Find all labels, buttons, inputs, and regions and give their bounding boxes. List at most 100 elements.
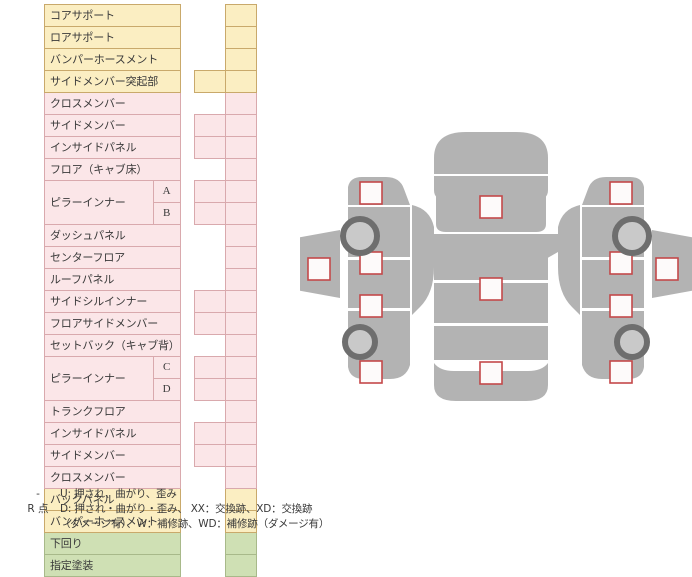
table-row: ルーフパネル xyxy=(44,268,181,291)
marker-left-4 xyxy=(359,360,383,384)
table-row: B xyxy=(45,202,181,225)
part-label: クロスメンバー xyxy=(44,92,181,115)
grid-spacer xyxy=(180,555,195,577)
damage-cell[interactable] xyxy=(225,180,257,203)
table-row: ダッシュパネル xyxy=(44,224,181,247)
damage-row xyxy=(180,136,257,159)
damage-cell[interactable] xyxy=(225,246,257,269)
damage-cell-empty xyxy=(195,93,226,115)
damage-cell[interactable] xyxy=(225,356,257,379)
damage-cell[interactable] xyxy=(194,70,226,93)
damage-cell-empty xyxy=(195,533,226,555)
part-label: クロスメンバー xyxy=(44,466,181,489)
damage-cell[interactable] xyxy=(225,224,257,247)
damage-cell[interactable] xyxy=(225,114,257,137)
damage-row xyxy=(180,378,257,401)
damage-cell[interactable] xyxy=(225,4,257,27)
part-label: ダッシュパネル xyxy=(44,224,181,247)
damage-cell[interactable] xyxy=(225,334,257,357)
damage-cell[interactable] xyxy=(194,136,226,159)
damage-cell[interactable] xyxy=(225,290,257,313)
table-row: インサイドパネル xyxy=(44,136,181,159)
grid-spacer xyxy=(180,71,195,93)
part-label: トランクフロア xyxy=(44,400,181,423)
right-side-view xyxy=(558,177,692,384)
wheel-right-front xyxy=(612,216,652,256)
damage-row xyxy=(180,180,257,203)
marker-center-1 xyxy=(479,195,503,219)
damage-cell[interactable] xyxy=(225,312,257,335)
damage-cell-empty xyxy=(195,467,226,489)
legend-value-d: D: 押され・曲がり・歪み、 XX：交換跡、XD：交換跡 xyxy=(60,503,313,515)
damage-cell[interactable] xyxy=(225,268,257,291)
part-sublabel: A xyxy=(152,180,181,203)
damage-cell[interactable] xyxy=(225,202,257,225)
damage-cell-table xyxy=(180,4,257,577)
damage-row xyxy=(180,48,257,71)
table-row: 下回り xyxy=(44,532,181,555)
part-label: ロアサポート xyxy=(44,26,181,49)
damage-row xyxy=(180,158,257,181)
damage-cell[interactable] xyxy=(194,290,226,313)
damage-cell[interactable] xyxy=(225,532,257,555)
marker-right-1 xyxy=(609,181,633,205)
grid-spacer xyxy=(180,533,195,555)
grid-spacer xyxy=(180,159,195,181)
damage-cell[interactable] xyxy=(194,444,226,467)
part-label: サイドメンバー xyxy=(44,444,181,467)
table-row: バンパーホースメント xyxy=(44,48,181,71)
grid-spacer xyxy=(180,115,195,137)
wheel-right-rear xyxy=(614,324,650,360)
damage-cell[interactable] xyxy=(225,422,257,445)
damage-cell[interactable] xyxy=(194,114,226,137)
grid-spacer xyxy=(180,291,195,313)
part-label: コアサポート xyxy=(44,4,181,27)
grid-spacer xyxy=(180,379,195,401)
damage-cell[interactable] xyxy=(225,92,257,115)
damage-cell[interactable] xyxy=(194,180,226,203)
damage-cell[interactable] xyxy=(194,356,226,379)
damage-row xyxy=(180,444,257,467)
damage-cell[interactable] xyxy=(225,554,257,577)
damage-cell[interactable] xyxy=(225,466,257,489)
damage-cell[interactable] xyxy=(225,400,257,423)
damage-cell[interactable] xyxy=(225,444,257,467)
table-row: サイドメンバー xyxy=(44,444,181,467)
marker-center-3 xyxy=(479,361,503,385)
table-row: インサイドパネル xyxy=(44,422,181,445)
legend-value-d-continued: （ダメージ有）、W：補修跡、WD：補修跡（ダメージ有） xyxy=(60,518,330,530)
damage-cell[interactable] xyxy=(194,378,226,401)
damage-cell[interactable] xyxy=(225,510,257,533)
damage-cell[interactable] xyxy=(225,70,257,93)
grid-spacer xyxy=(180,181,195,203)
left-side-view xyxy=(300,177,434,384)
damage-cell[interactable] xyxy=(225,158,257,181)
legend-key-dash: - xyxy=(36,488,40,500)
damage-cell[interactable] xyxy=(225,378,257,401)
part-label: センターフロア xyxy=(44,246,181,269)
damage-row xyxy=(180,356,257,379)
damage-cell[interactable] xyxy=(194,312,226,335)
damage-cell[interactable] xyxy=(225,136,257,159)
damage-cell[interactable] xyxy=(225,48,257,71)
damage-row xyxy=(180,312,257,335)
damage-cell[interactable] xyxy=(194,422,226,445)
center-top-view xyxy=(424,132,558,401)
damage-cell[interactable] xyxy=(225,26,257,49)
damage-row xyxy=(180,114,257,137)
damage-cell[interactable] xyxy=(194,202,226,225)
legend: - U: 押され、曲がり、歪み R 点 D: 押され・曲がり・歪み、 XX：交換… xyxy=(16,487,329,532)
table-row: クロスメンバー xyxy=(44,92,181,115)
marker-left-3 xyxy=(359,294,383,318)
legend-value-u: U: 押され、曲がり、歪み xyxy=(60,488,177,500)
grid-spacer xyxy=(180,423,195,445)
wheel-left-front xyxy=(340,216,380,256)
table-row: クロスメンバー xyxy=(44,466,181,489)
marker-right-front xyxy=(655,257,679,281)
grid-spacer xyxy=(180,269,195,291)
table-row: ロアサポート xyxy=(44,26,181,49)
grid-spacer xyxy=(180,247,195,269)
damage-row xyxy=(180,70,257,93)
table-row: サイドシルインナー xyxy=(44,290,181,313)
damage-row xyxy=(180,92,257,115)
